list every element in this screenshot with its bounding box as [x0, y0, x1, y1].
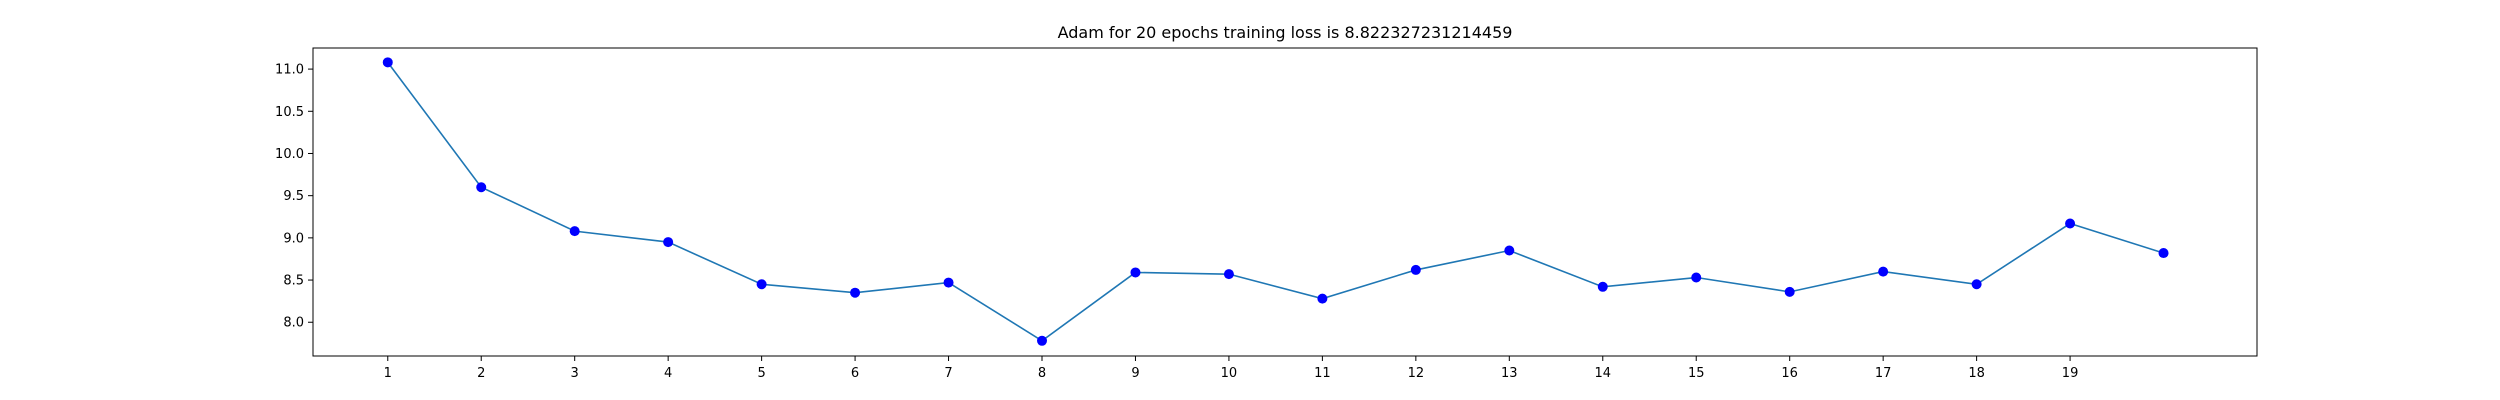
x-tick-label: 13 — [1501, 366, 1518, 381]
data-point — [1410, 264, 1421, 275]
data-point — [1037, 335, 1047, 346]
plot-area-frame — [312, 47, 2258, 357]
data-point — [1971, 279, 1982, 290]
x-tick-label: 5 — [757, 366, 765, 381]
x-tick-label: 18 — [1968, 366, 1985, 381]
y-tick-label: 8.5 — [283, 274, 304, 289]
x-tick-label: 15 — [1688, 366, 1705, 381]
y-tick-label: 9.5 — [283, 189, 304, 204]
data-point — [1130, 267, 1141, 278]
data-point — [2065, 218, 2076, 229]
x-tick-label: 2 — [477, 366, 485, 381]
x-tick-label: 4 — [664, 366, 672, 381]
x-tick-label: 8 — [1038, 366, 1046, 381]
x-tick-label: 7 — [944, 366, 952, 381]
y-tick-label: 10.5 — [275, 105, 304, 120]
series-line — [387, 61, 2164, 342]
x-tick-label: 9 — [1131, 366, 1139, 381]
data-point — [663, 237, 674, 248]
x-tick-label: 6 — [851, 366, 859, 381]
y-tick-label: 10.0 — [275, 147, 304, 162]
data-point — [1878, 266, 1889, 277]
data-point — [1784, 286, 1795, 297]
data-point — [1317, 293, 1328, 304]
x-tick-label: 16 — [1781, 366, 1798, 381]
data-point — [2158, 248, 2169, 259]
x-tick-label: 3 — [571, 366, 579, 381]
y-tick-label: 11.0 — [275, 63, 304, 78]
chart-title: Adam for 20 epochs training loss is 8.82… — [1058, 23, 1513, 42]
x-tick-label: 12 — [1408, 366, 1425, 381]
data-point — [943, 277, 954, 288]
x-tick-label: 11 — [1314, 366, 1331, 381]
x-tick-label: 10 — [1221, 366, 1238, 381]
data-point — [1223, 269, 1234, 280]
y-axis: 8.0 8.5 9.0 9.5 10.0 10.5 11.0 — [275, 63, 313, 331]
x-tick-label: 14 — [1594, 366, 1611, 381]
data-point — [476, 182, 487, 193]
data-point — [382, 57, 393, 68]
y-tick-label: 9.0 — [283, 231, 304, 246]
data-point — [1504, 245, 1515, 256]
x-tick-label: 19 — [2062, 366, 2079, 381]
data-point — [756, 279, 767, 290]
series-loss — [382, 57, 2169, 346]
data-point — [1691, 272, 1702, 283]
y-tick-label: 8.0 — [283, 316, 304, 331]
x-axis: 1 2 3 4 5 6 7 8 9 10 11 12 13 14 15 16 17 18 19 — [384, 356, 2079, 381]
x-tick-label: 17 — [1875, 366, 1892, 381]
data-point — [1597, 281, 1608, 292]
data-point — [569, 226, 580, 237]
data-point — [850, 287, 861, 298]
x-tick-label: 1 — [384, 366, 392, 381]
